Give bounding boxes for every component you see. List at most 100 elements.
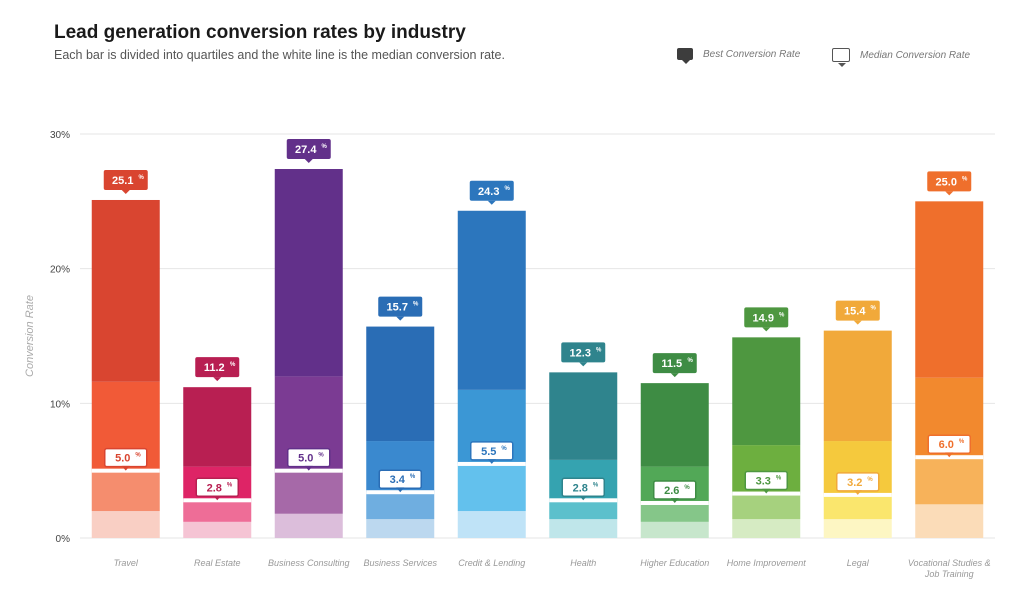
bar-quartile-2 <box>640 502 709 522</box>
bar-quartile-2 <box>91 470 160 512</box>
best-rate-label-text: 25.0 <box>936 176 957 188</box>
bar-quartile-2 <box>457 463 526 512</box>
x-tick-label: Business Consulting <box>268 558 350 568</box>
median-rate-label-pointer <box>762 488 771 494</box>
median-rate-label: 2.8% <box>561 477 605 501</box>
bar-quartile-4 <box>823 330 892 442</box>
y-tick-label: 10% <box>50 399 70 410</box>
best-rate-label-text: 25.1 <box>112 175 133 187</box>
median-rate-label-text: 3.4 <box>390 474 406 486</box>
x-tick-label: Real Estate <box>194 558 241 568</box>
bar-quartile-2 <box>915 457 984 505</box>
best-rate-label-suffix: % <box>230 362 236 368</box>
bar-quartile-1 <box>91 511 160 538</box>
bar-quartile-2 <box>274 470 343 514</box>
bar-quartile-4 <box>457 210 526 390</box>
bar-quartile-1 <box>183 521 252 538</box>
median-rate-label-text: 5.0 <box>298 453 313 465</box>
bar-quartile-2 <box>549 500 618 520</box>
legend-median-conversion: Median Conversion Rate <box>832 48 971 67</box>
best-rate-label-pointer <box>213 377 222 382</box>
best-rate-label: 11.2% <box>195 357 240 382</box>
legend-best-conversion: Best Conversion Rate <box>677 48 801 64</box>
median-rate-label-text: 3.3 <box>756 476 771 488</box>
best-rate-label-box <box>835 300 880 321</box>
best-rate-label: 24.3% <box>469 180 514 205</box>
bar-quartile-4 <box>549 372 618 460</box>
median-rate-label-pointer <box>579 495 588 501</box>
best-rate-label-pointer <box>579 362 588 367</box>
best-rate-label-box <box>195 357 240 378</box>
median-rate-label: 5.0% <box>104 447 148 471</box>
median-rate-label-pointer <box>213 495 222 501</box>
best-rate-label-text: 14.9 <box>753 312 774 324</box>
median-rate-label: 2.6% <box>653 480 697 503</box>
best-rate-label-text: 11.2 <box>204 362 225 374</box>
median-rate-label-text: 2.8 <box>573 482 588 494</box>
legend-median-label: Median Conversion Rate <box>860 49 971 61</box>
bar-quartile-1 <box>457 511 526 538</box>
median-rate-label-suffix: % <box>776 476 782 482</box>
best-rate-label-box <box>744 307 789 328</box>
median-rate-label: 3.3% <box>744 470 788 494</box>
median-rate-label-suffix: % <box>593 482 599 488</box>
best-rate-label-suffix: % <box>505 186 511 192</box>
bar-quartile-2 <box>183 500 252 522</box>
x-tick-label: Travel <box>114 558 139 568</box>
best-rate-label-text: 24.3 <box>478 186 499 198</box>
y-tick-label: 20% <box>50 265 70 276</box>
bar-quartile-1 <box>549 519 618 538</box>
y-tick-label: 0% <box>56 534 71 545</box>
legend-best-label: Best Conversion Rate <box>703 48 801 60</box>
bar-quartile-4 <box>366 326 435 442</box>
median-rate-label-pointer <box>945 452 954 458</box>
median-rate-label-text: 5.0 <box>115 453 130 465</box>
median-rate-label: 3.2% <box>836 472 880 495</box>
x-tick-label: Legal <box>847 558 870 568</box>
bar-quartile-2 <box>732 493 801 520</box>
x-tick-label: Job Training <box>924 569 974 579</box>
bar-quartile-4 <box>640 383 709 467</box>
best-rate-label-box <box>378 296 423 317</box>
best-rate-label: 12.3% <box>561 342 606 367</box>
best-rate-label-box <box>927 171 972 192</box>
median-rate-label-pointer <box>396 487 405 493</box>
best-rate-label-suffix: % <box>962 176 968 182</box>
median-rate-label: 6.0% <box>927 434 971 458</box>
best-rate-label: 15.7% <box>378 296 423 321</box>
best-rate-label: 11.5% <box>652 353 697 378</box>
best-rate-label-box <box>561 342 606 363</box>
bar-quartile-2 <box>823 494 892 520</box>
x-tick-label: Business Services <box>363 558 437 568</box>
median-rate-label-suffix: % <box>867 477 873 483</box>
best-rate-label: 14.9% <box>744 307 789 332</box>
bar-quartile-1 <box>915 504 984 538</box>
best-rate-label-pointer <box>396 316 405 321</box>
bar-quartile-1 <box>640 521 709 538</box>
best-rate-label-text: 27.4 <box>295 144 317 156</box>
best-rate-marker-icon <box>677 48 693 64</box>
bar-quartile-1 <box>732 519 801 538</box>
best-rate-label: 15.4% <box>835 300 880 325</box>
median-rate-label: 3.4% <box>378 469 422 493</box>
best-rate-label-box <box>286 139 331 160</box>
best-rate-label: 25.0% <box>927 171 972 196</box>
median-rate-label-text: 3.2 <box>847 477 862 489</box>
best-rate-label-suffix: % <box>413 302 419 308</box>
best-rate-label-text: 12.3 <box>570 347 591 359</box>
best-rate-label-pointer <box>304 159 313 164</box>
bar-quartile-4 <box>183 387 252 467</box>
median-rate-marker-icon <box>832 48 850 67</box>
median-rate-label-text: 2.8 <box>207 482 222 494</box>
best-rate-label-pointer <box>762 327 771 332</box>
best-rate-label-suffix: % <box>139 175 145 181</box>
best-rate-label-suffix: % <box>596 347 602 353</box>
best-rate-label-box <box>103 169 148 190</box>
x-tick-label: Higher Education <box>640 558 709 568</box>
median-rate-label-suffix: % <box>959 439 965 445</box>
x-tick-label: Health <box>570 558 596 568</box>
median-rate-label: 2.8% <box>195 477 239 501</box>
x-tick-label: Home Improvement <box>727 558 807 568</box>
best-rate-label-suffix: % <box>779 312 785 318</box>
